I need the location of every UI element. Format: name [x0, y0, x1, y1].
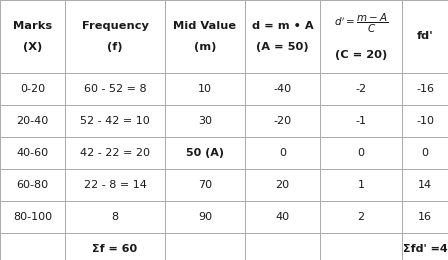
Text: 52 - 42 = 10: 52 - 42 = 10	[80, 116, 150, 126]
Text: d = m • A: d = m • A	[252, 21, 313, 31]
Text: fd': fd'	[417, 31, 433, 41]
Text: -1: -1	[356, 116, 366, 126]
Text: -20: -20	[273, 116, 292, 126]
Text: 16: 16	[418, 212, 432, 222]
Text: 40-60: 40-60	[17, 148, 48, 158]
Text: (C = 20): (C = 20)	[335, 50, 387, 60]
Text: -40: -40	[273, 84, 292, 94]
Text: 0: 0	[422, 148, 428, 158]
Text: 8: 8	[112, 212, 119, 222]
Text: (f): (f)	[107, 42, 123, 52]
Text: (m): (m)	[194, 42, 216, 52]
Text: Mid Value: Mid Value	[173, 21, 237, 31]
Text: 60 - 52 = 8: 60 - 52 = 8	[84, 84, 146, 94]
Text: 0-20: 0-20	[20, 84, 45, 94]
Text: Σfd' =4: Σfd' =4	[403, 244, 448, 254]
Text: -16: -16	[416, 84, 434, 94]
Text: 30: 30	[198, 116, 212, 126]
Text: 2: 2	[358, 212, 365, 222]
Text: 80-100: 80-100	[13, 212, 52, 222]
Text: 22 - 8 = 14: 22 - 8 = 14	[84, 180, 146, 190]
Text: 14: 14	[418, 180, 432, 190]
Text: 0: 0	[279, 148, 286, 158]
Text: 70: 70	[198, 180, 212, 190]
Text: 40: 40	[276, 212, 289, 222]
Text: (A = 50): (A = 50)	[256, 42, 309, 52]
Text: Σf = 60: Σf = 60	[92, 244, 138, 254]
Text: 1: 1	[358, 180, 365, 190]
Text: (X): (X)	[23, 42, 42, 52]
Text: 10: 10	[198, 84, 212, 94]
Text: 60-80: 60-80	[17, 180, 48, 190]
Text: Marks: Marks	[13, 21, 52, 31]
Text: 90: 90	[198, 212, 212, 222]
Text: 20: 20	[276, 180, 289, 190]
Text: Frequency: Frequency	[82, 21, 148, 31]
Text: $\mathit{d'} = \dfrac{m-A}{C}$: $\mathit{d'} = \dfrac{m-A}{C}$	[334, 12, 388, 35]
Text: -2: -2	[355, 84, 366, 94]
Text: -10: -10	[416, 116, 434, 126]
Text: 20-40: 20-40	[17, 116, 49, 126]
Text: 0: 0	[358, 148, 365, 158]
Text: 42 - 22 = 20: 42 - 22 = 20	[80, 148, 150, 158]
Text: 50 (A): 50 (A)	[186, 148, 224, 158]
